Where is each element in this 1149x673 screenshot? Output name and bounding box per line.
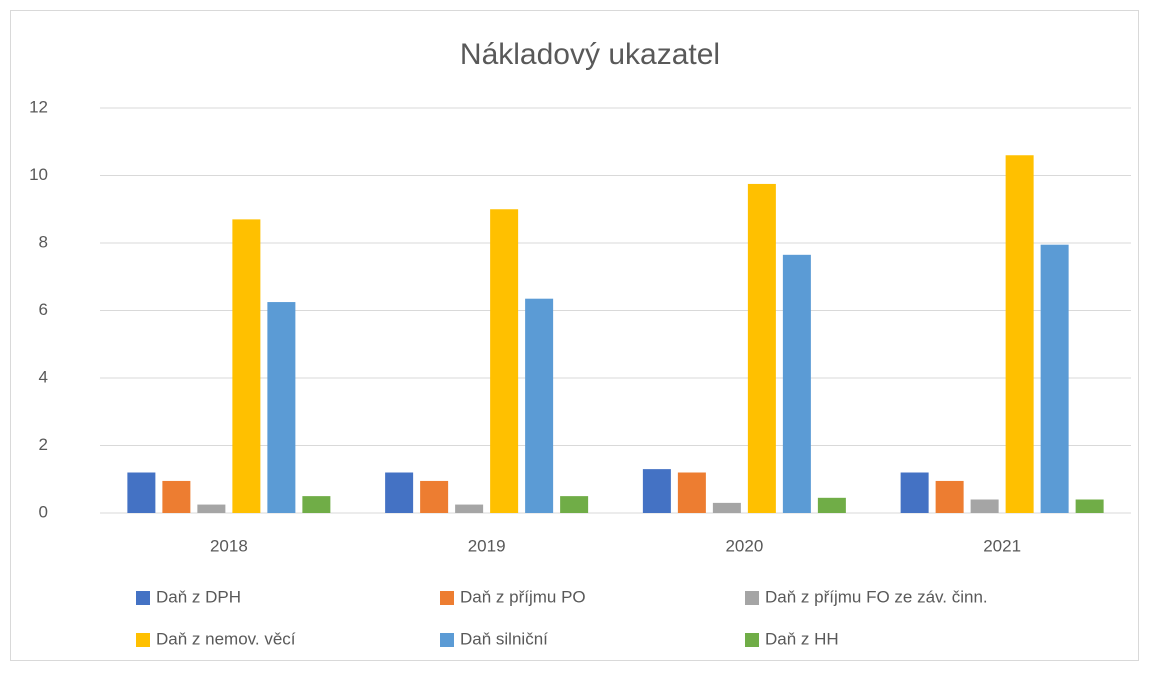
legend-label: Daň silniční: [460, 629, 548, 648]
bar: [782, 254, 811, 513]
bar: [747, 183, 776, 513]
bar: [642, 469, 671, 513]
y-tick-label: 12: [29, 97, 48, 116]
bar: [420, 480, 449, 513]
x-tick-label: 2018: [210, 536, 248, 555]
bar: [935, 480, 964, 513]
legend-label: Daň z DPH: [156, 587, 241, 606]
bar: [1005, 155, 1034, 513]
y-tick-label: 6: [39, 300, 48, 319]
legend-label: Daň z HH: [765, 629, 839, 648]
bar: [267, 302, 296, 513]
legend-swatch: [440, 591, 454, 605]
y-tick-label: 8: [39, 232, 48, 251]
legend-swatch: [136, 591, 150, 605]
bar: [232, 219, 261, 513]
bar: [162, 480, 191, 513]
bar: [525, 298, 554, 513]
x-tick-label: 2020: [725, 536, 763, 555]
x-tick-label: 2019: [468, 536, 506, 555]
bar: [302, 496, 331, 513]
bar: [197, 504, 226, 513]
x-tick-label: 2021: [983, 536, 1021, 555]
bar: [970, 499, 999, 513]
bar: [1040, 244, 1069, 513]
legend-swatch: [440, 633, 454, 647]
bar: [1075, 499, 1104, 513]
bar: [817, 497, 846, 513]
bar: [127, 472, 156, 513]
legend-label: Daň z příjmu FO ze záv. činn.: [765, 587, 988, 606]
legend-label: Daň z nemov. věcí: [156, 629, 296, 648]
legend-swatch: [136, 633, 150, 647]
chart-title: Nákladový ukazatel: [460, 38, 720, 71]
legend-swatch: [745, 591, 759, 605]
bar: [455, 504, 484, 513]
bar: [712, 502, 741, 513]
bar: [490, 209, 519, 513]
y-tick-label: 10: [29, 165, 48, 184]
bar: [677, 472, 706, 513]
bar: [560, 496, 589, 513]
bar: [385, 472, 414, 513]
y-tick-label: 2: [39, 435, 48, 454]
chart-border: [10, 10, 1139, 661]
y-tick-label: 0: [39, 502, 48, 521]
legend-swatch: [745, 633, 759, 647]
bar: [900, 472, 929, 513]
y-tick-label: 4: [39, 367, 48, 386]
legend-label: Daň z příjmu PO: [460, 587, 586, 606]
